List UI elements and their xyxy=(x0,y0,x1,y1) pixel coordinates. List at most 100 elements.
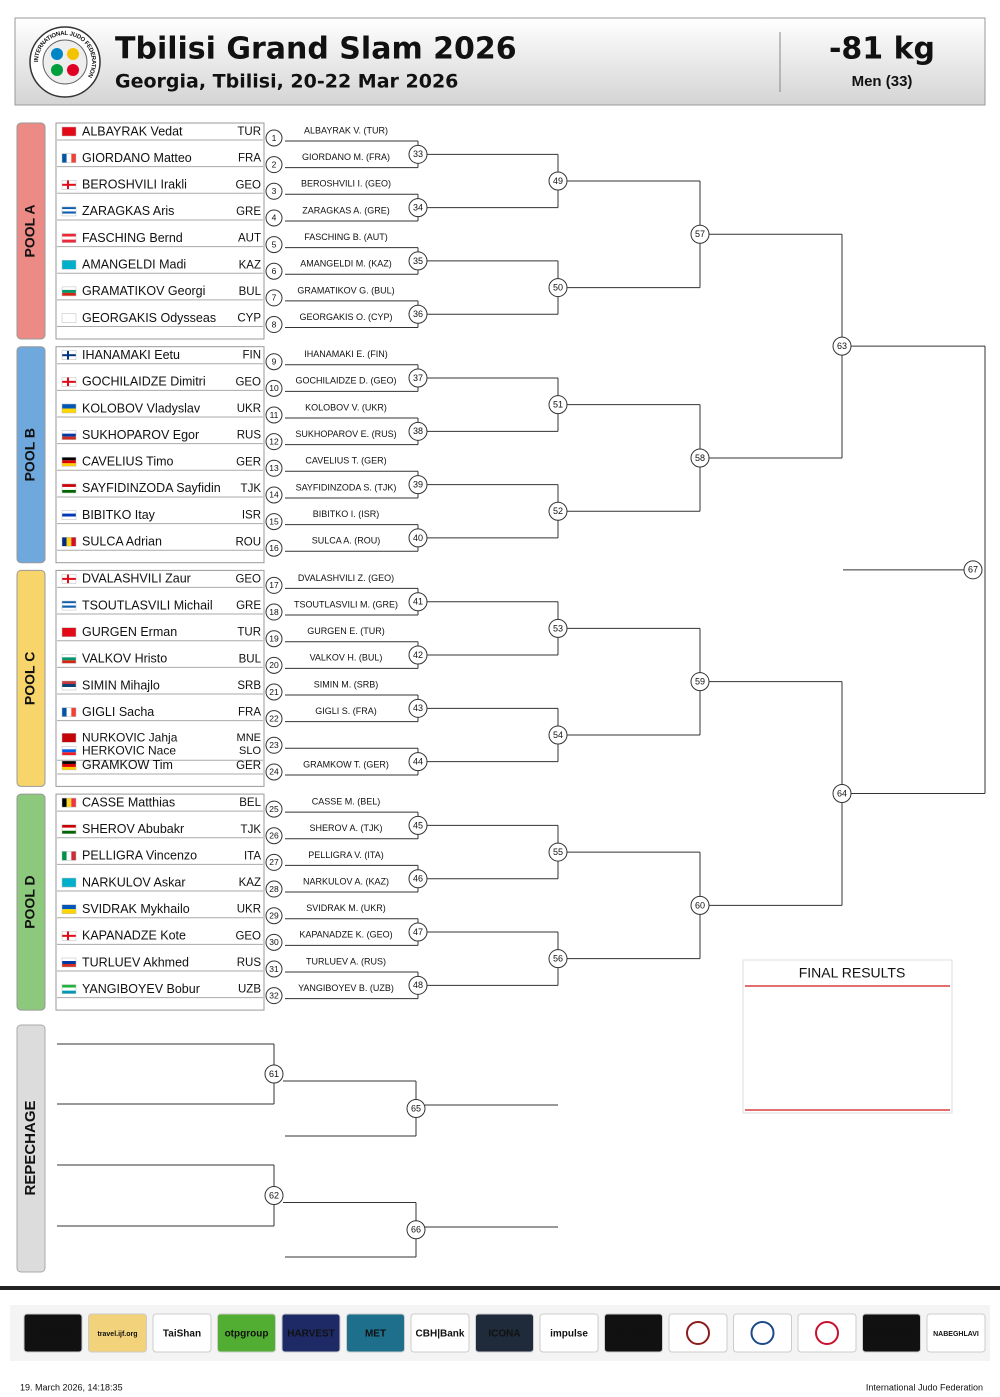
match-circle xyxy=(265,486,283,504)
pool-box xyxy=(55,346,265,564)
athlete-country: ITA xyxy=(244,850,261,862)
flag-stripe xyxy=(62,213,76,216)
match-number: 5 xyxy=(272,239,277,249)
flag-stripe xyxy=(62,489,76,493)
match-number: 54 xyxy=(553,730,563,740)
winner-name: GIGLI S. (FRA) xyxy=(315,706,377,716)
athlete-country: UKR xyxy=(237,904,261,916)
flag-border xyxy=(61,233,77,243)
athlete-name: HERKOVIC Nace xyxy=(82,743,176,757)
match-number: 19 xyxy=(269,633,279,643)
flag-stripe xyxy=(62,510,76,514)
athlete-country: BUL xyxy=(239,653,262,665)
match-number: 11 xyxy=(270,410,279,420)
athlete-country: ROU xyxy=(235,536,261,548)
flag-stripe xyxy=(66,851,72,861)
athlete-name: KAPANADZE Kote xyxy=(82,929,186,943)
match-circle xyxy=(265,853,283,871)
match-number: 24 xyxy=(269,767,279,777)
sponsor-text: CBH|Bank xyxy=(416,1329,465,1340)
flag-stripe xyxy=(62,904,76,910)
match-circle xyxy=(264,1186,284,1205)
flag-stripe xyxy=(62,749,76,753)
match-number: 38 xyxy=(413,426,423,436)
flag-border xyxy=(61,574,77,584)
flag-stripe xyxy=(62,127,76,136)
athlete-name: BEROSHVILI Irakli xyxy=(82,178,187,192)
sponsor-logo xyxy=(604,1313,663,1353)
athlete-country: TJK xyxy=(241,824,262,836)
match-circle xyxy=(265,406,283,424)
match-circle xyxy=(264,1064,284,1084)
flag-cross xyxy=(62,934,76,937)
athlete-name: ZARAGKAS Aris xyxy=(82,204,174,218)
athlete-country: RUS xyxy=(237,430,262,442)
match-circle xyxy=(265,933,283,951)
weight: -81 kg xyxy=(829,32,935,67)
pool-box xyxy=(55,569,265,787)
sponsor-logo xyxy=(152,1313,212,1353)
athlete-country: GER xyxy=(236,760,261,772)
match-number: 18 xyxy=(269,607,279,617)
logo-dot xyxy=(67,48,79,60)
athlete-name: KOLOBOV Vladyslav xyxy=(82,401,201,415)
flag-border xyxy=(61,206,77,217)
winner-name: GEORGAKIS O. (CYP) xyxy=(299,312,392,322)
match-number: 10 xyxy=(269,383,279,393)
athlete-country: GEO xyxy=(235,179,261,191)
athlete-name: ALBAYRAK Vedat xyxy=(82,124,183,138)
flag-stripe xyxy=(62,984,76,988)
match-circle xyxy=(265,960,283,978)
flag-stripe xyxy=(71,153,76,163)
athlete-name: GURGEN Erman xyxy=(82,625,177,639)
sponsor-emblem xyxy=(815,1321,839,1345)
flag-stripe xyxy=(62,684,76,687)
sponsor-logo xyxy=(733,1313,792,1353)
winner-name: ZARAGKAS A. (GRE) xyxy=(302,205,390,215)
flag-stripe xyxy=(62,752,76,756)
winner-name: GOCHILAIDZE D. (GEO) xyxy=(295,376,396,386)
flag-stripe xyxy=(62,830,76,834)
flag-stripe xyxy=(62,627,76,637)
match-number: 62 xyxy=(269,1190,279,1200)
sponsor-logo xyxy=(281,1313,341,1353)
flag-stripe xyxy=(71,798,76,808)
winner-name: AMANGELDI M. (KAZ) xyxy=(300,259,392,269)
flag-stripe xyxy=(62,211,76,214)
match-circle xyxy=(265,800,283,818)
match-circle xyxy=(265,236,283,254)
athlete-name: NURKOVIC Jahja xyxy=(82,730,178,744)
match-number: 35 xyxy=(413,256,423,266)
flag-stripe xyxy=(62,798,67,808)
flag-border xyxy=(61,313,77,323)
winner-name: SIMIN M. (SRB) xyxy=(314,679,379,689)
match-number: 17 xyxy=(269,580,279,590)
flag-border xyxy=(61,984,77,994)
match-number: 27 xyxy=(269,857,279,867)
flag-stripe xyxy=(62,961,76,964)
match-number: 12 xyxy=(269,436,279,446)
winner-name: PELLIGRA V. (ITA) xyxy=(308,850,384,860)
match-number: 40 xyxy=(413,533,423,543)
flag-stripe xyxy=(62,460,76,464)
flag-border xyxy=(61,760,77,771)
match-number: 43 xyxy=(413,703,423,713)
athlete-country: TUR xyxy=(237,627,261,639)
match-number: 23 xyxy=(269,740,279,750)
winner-name: GURGEN E. (TUR) xyxy=(307,626,385,636)
athlete-country: SRB xyxy=(237,680,261,692)
winner-name: CASSE M. (BEL) xyxy=(312,796,381,806)
athlete-country: TJK xyxy=(241,483,262,495)
match-number: 47 xyxy=(413,927,423,937)
match-number: 15 xyxy=(269,516,279,526)
sponsor-logo xyxy=(217,1313,276,1353)
flag-stripe xyxy=(62,483,76,487)
flag-stripe xyxy=(62,760,76,764)
match-number: 33 xyxy=(413,149,423,159)
match-number: 39 xyxy=(413,480,423,490)
athlete-country: TUR xyxy=(237,126,261,138)
winner-name: SAYFIDINZODA S. (TJK) xyxy=(296,482,397,492)
match-number: 53 xyxy=(553,623,563,633)
pool-label: POOL B xyxy=(22,428,38,481)
